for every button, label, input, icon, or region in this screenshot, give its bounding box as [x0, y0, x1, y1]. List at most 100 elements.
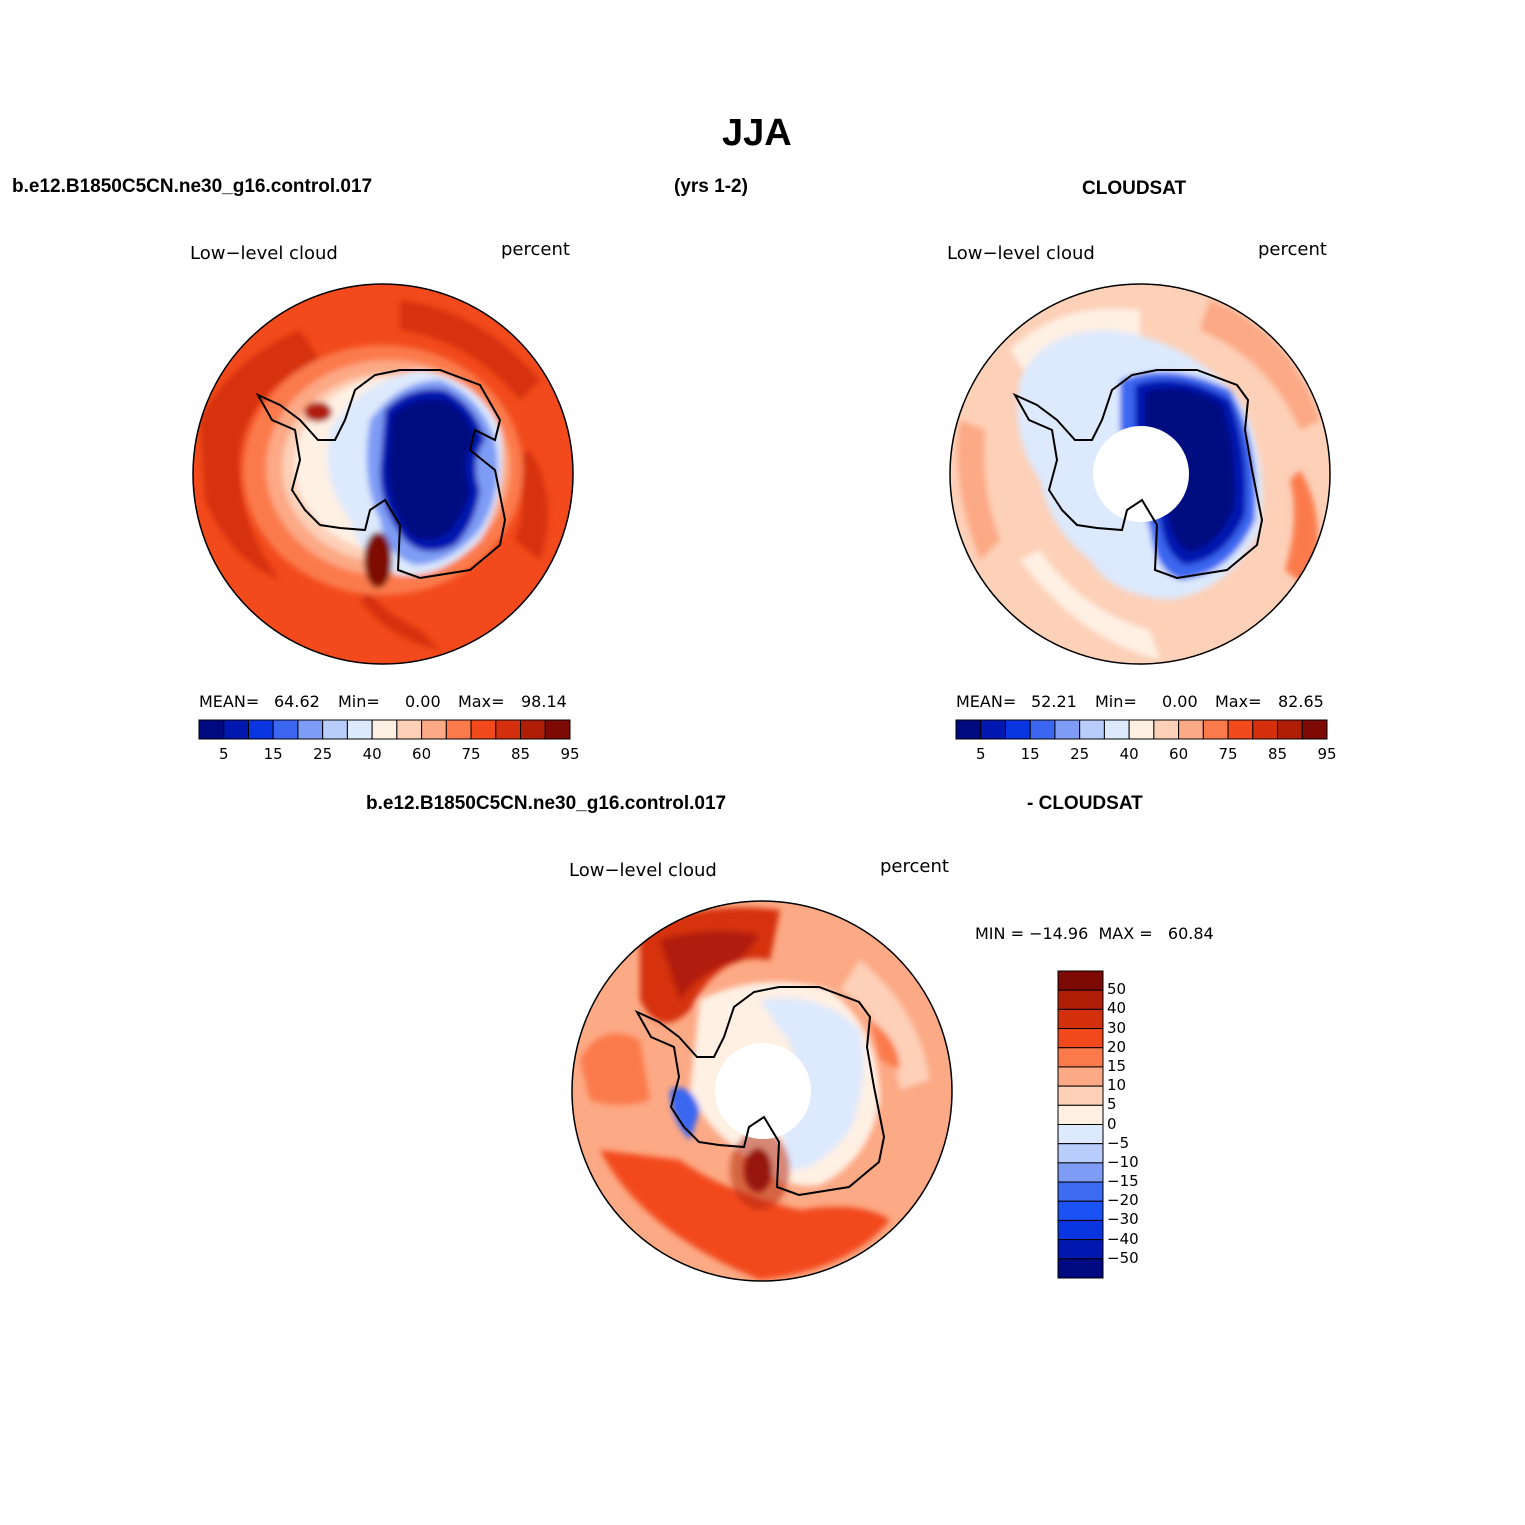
diff-colorbar-tick-label: 15: [1107, 1056, 1127, 1075]
model-left-label: Low−level cloud: [190, 243, 338, 264]
model-colorbar-tick-label: 60: [412, 745, 432, 763]
diff-colorbar-tick-label: −20: [1107, 1191, 1139, 1210]
model-colorbar-box: [544, 719, 571, 740]
diff-colorbar-box: [1057, 1124, 1104, 1145]
obs-name-diff: - CLOUDSAT: [1027, 793, 1143, 814]
diff-colorbar-tick-label: −15: [1107, 1172, 1139, 1191]
diff-colorbar-box: [1057, 1200, 1104, 1221]
obs-colorbar-box: [1202, 719, 1229, 740]
diff-colorbar-tick-label: 10: [1107, 1076, 1127, 1095]
diff-colorbar-box: [1057, 1028, 1104, 1049]
diff-left-label: Low−level cloud: [569, 860, 717, 881]
diff-colorbar-tick-label: 0: [1107, 1114, 1117, 1133]
model-colorbar-box: [520, 719, 546, 740]
model-colorbar-tick-label: 15: [263, 745, 283, 763]
diff-colorbar-tick-label: 20: [1107, 1037, 1127, 1056]
diff-colorbar-box: [1057, 1104, 1104, 1125]
obs-min-value: 0.00: [1162, 692, 1198, 711]
model-map: [193, 284, 573, 664]
model-max-label: Max=: [458, 692, 505, 711]
model-colorbar-box: [371, 719, 398, 740]
obs-colorbar-box: [1054, 719, 1081, 740]
model-colorbar-box: [247, 719, 274, 740]
obs-colorbar-tick-label: 75: [1218, 745, 1238, 763]
model-colorbar-tick-label: 40: [362, 745, 382, 763]
case-name-top: b.e12.B1850C5CN.ne30_g16.control.017: [12, 176, 373, 197]
obs-colorbar-tick-label: 5: [975, 745, 986, 763]
obs-colorbar-tick-label: 25: [1070, 745, 1090, 763]
years-label: (yrs 1-2): [674, 176, 748, 197]
diff-colorbar-tick-label: 40: [1107, 999, 1127, 1018]
model-colorbar-box: [223, 719, 249, 740]
obs-mean-value: 52.21: [1031, 692, 1077, 711]
model-colorbar-tick-label: 75: [461, 745, 481, 763]
diff-units-label: percent: [880, 856, 949, 877]
diff-colorbar: [1057, 970, 1104, 1279]
diff-colorbar-box: [1057, 1181, 1104, 1202]
obs-max-label: Max=: [1215, 692, 1262, 711]
obs-colorbar-tick-label: 40: [1119, 745, 1139, 763]
model-colorbar-tick-label: 85: [510, 745, 531, 763]
diff-colorbar-box: [1057, 1258, 1104, 1279]
figure-title: JJA: [722, 112, 792, 154]
obs-colorbar-box: [1178, 719, 1204, 740]
case-name-diff: b.e12.B1850C5CN.ne30_g16.control.017: [366, 793, 727, 814]
obs-units-label: percent: [1258, 239, 1327, 260]
obs-colorbar-tick-label: 15: [1020, 745, 1040, 763]
obs-colorbar-box: [980, 719, 1006, 740]
diff-colorbar-tick-label: −40: [1107, 1229, 1139, 1248]
model-colorbar-box: [445, 719, 472, 740]
model-colorbar-box: [198, 719, 225, 740]
model-mean-label: MEAN=: [199, 692, 260, 711]
obs-colorbar-box: [1128, 719, 1155, 740]
diff-colorbar-box: [1057, 1047, 1104, 1068]
model-min-value: 0.00: [405, 692, 441, 711]
obs-colorbar-box: [1004, 719, 1031, 740]
obs-colorbar-tick-label: 60: [1169, 745, 1189, 763]
obs-colorbar-box: [1301, 719, 1328, 740]
obs-colorbar-box: [1103, 719, 1130, 740]
diff-colorbar-box: [1057, 1085, 1104, 1106]
obs-colorbar-box: [1153, 719, 1180, 740]
obs-colorbar-box: [1079, 719, 1105, 740]
model-colorbar-box: [470, 719, 497, 740]
model-units-label: percent: [501, 239, 570, 260]
diff-colorbar-box: [1057, 1143, 1104, 1164]
model-colorbar-tick-label: 25: [313, 745, 333, 763]
model-colorbar-box: [396, 719, 423, 740]
diff-map: [572, 901, 952, 1281]
obs-colorbar-box: [1277, 719, 1303, 740]
obs-min-label: Min=: [1095, 692, 1137, 711]
diff-colorbar-tick-label: 30: [1107, 1018, 1127, 1037]
diff-colorbar-tick-label: −10: [1107, 1152, 1139, 1171]
model-map-border: [192, 283, 574, 665]
diff-colorbar-tick-label: 50: [1107, 980, 1127, 999]
diff-colorbar-tick-label: −5: [1107, 1133, 1130, 1152]
obs-colorbar-tick-label: 95: [1317, 745, 1337, 763]
model-colorbar-box: [272, 719, 299, 740]
diff-colorbar-tick-label: 5: [1107, 1095, 1117, 1114]
diff-colorbar-tick-label: −30: [1107, 1210, 1139, 1229]
model-colorbar: [198, 719, 571, 740]
diff-colorbar-tick-label: −50: [1107, 1248, 1139, 1267]
obs-colorbar-box: [955, 719, 982, 740]
obs-colorbar-box: [1029, 719, 1056, 740]
model-colorbar-box: [322, 719, 348, 740]
diff-minmax: MIN = −14.96 MAX = 60.84: [975, 924, 1214, 943]
diff-colorbar-box: [1057, 1066, 1104, 1087]
obs-mean-label: MEAN=: [956, 692, 1017, 711]
diff-map-border: [571, 900, 953, 1282]
model-max-value: 98.14: [521, 692, 567, 711]
model-colorbar-box: [297, 719, 324, 740]
diff-colorbar-box: [1057, 1162, 1104, 1183]
diff-colorbar-box: [1057, 1008, 1104, 1030]
diff-colorbar-box: [1057, 989, 1104, 1010]
model-colorbar-box: [421, 719, 447, 740]
model-colorbar-box: [495, 719, 522, 740]
obs-map-border: [949, 283, 1331, 665]
obs-map: [950, 284, 1330, 664]
obs-colorbar-box: [1252, 719, 1279, 740]
obs-colorbar: [955, 719, 1328, 740]
diff-colorbar-box: [1057, 970, 1104, 991]
